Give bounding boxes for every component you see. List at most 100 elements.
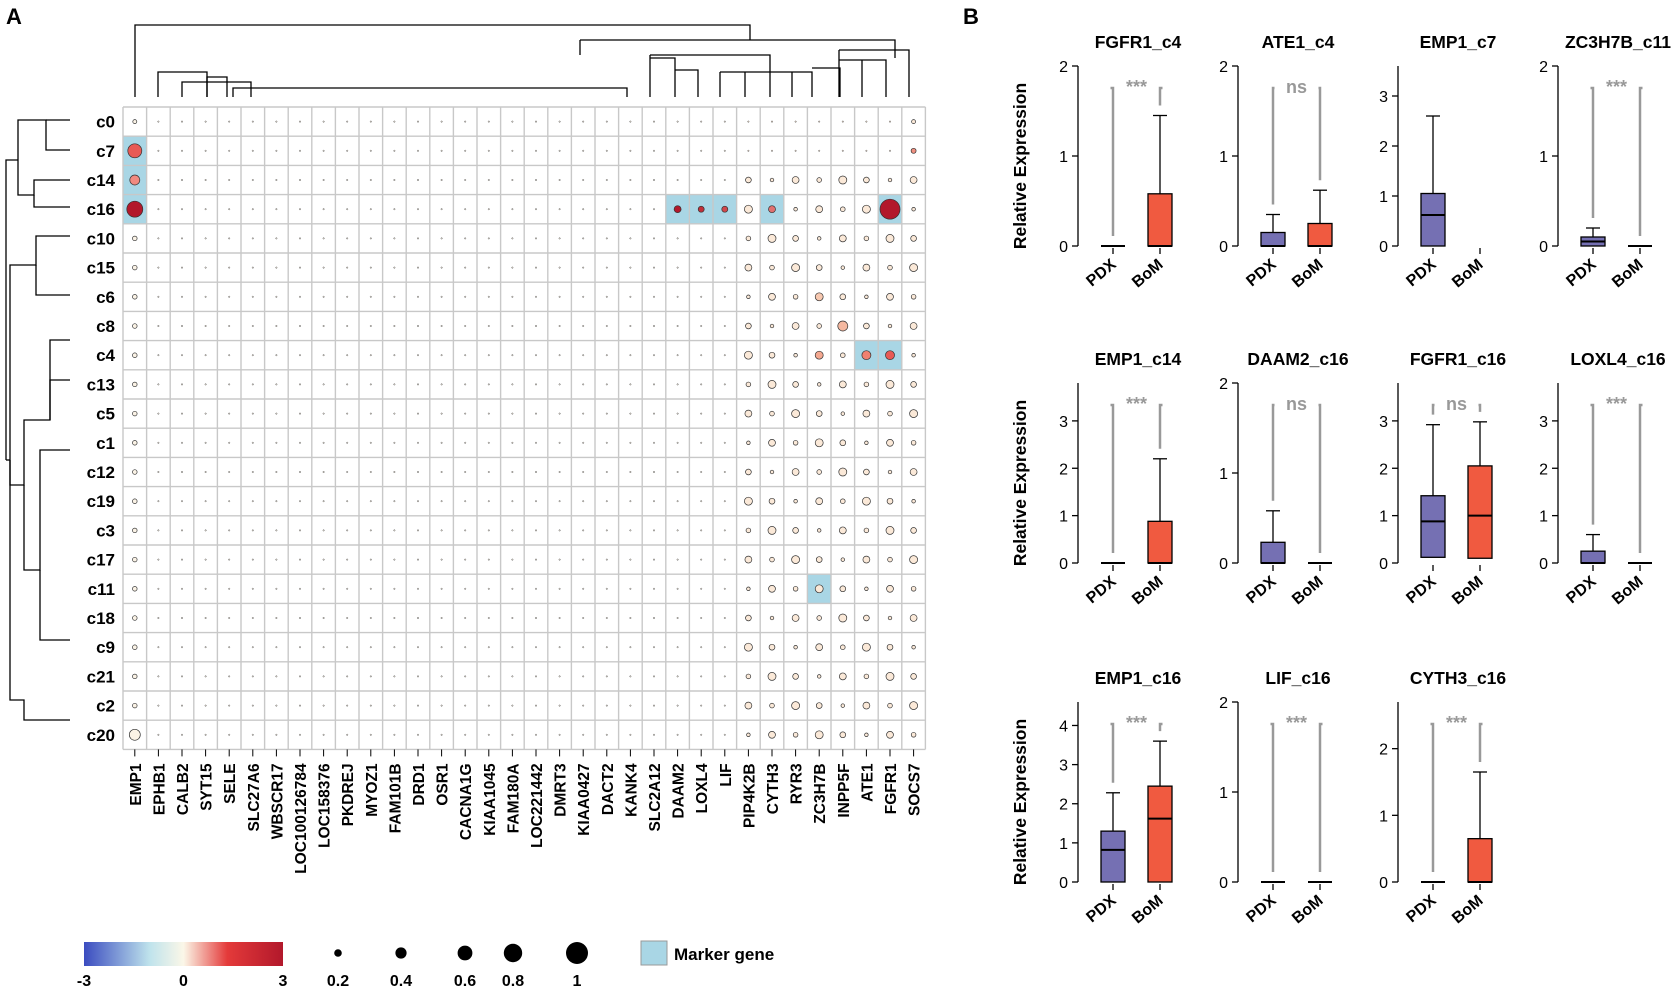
expression-dot — [768, 584, 776, 593]
expression-dot — [746, 294, 751, 299]
expression-dot — [885, 350, 895, 361]
expression-dot — [815, 205, 824, 214]
expression-dot — [204, 237, 207, 240]
y-tick-label: 2 — [1059, 59, 1068, 76]
expression-dot — [157, 704, 160, 707]
expression-dot — [181, 266, 183, 269]
expression-dot — [251, 646, 254, 649]
significance-label: *** — [1126, 713, 1147, 733]
expression-dot — [723, 529, 726, 532]
y-tick-label: 0 — [1219, 875, 1228, 892]
expression-dot — [605, 412, 608, 415]
expression-dot — [653, 120, 655, 123]
expression-dot — [299, 441, 301, 444]
expression-dot — [299, 529, 301, 532]
expression-dot — [157, 675, 160, 678]
expression-dot — [346, 237, 349, 240]
expression-dot — [299, 733, 301, 736]
expression-dot — [346, 266, 349, 269]
expression-dot — [440, 266, 443, 269]
expression-dot — [629, 325, 632, 327]
expression-dot — [393, 704, 396, 707]
gene-label: DAAM2 — [671, 763, 688, 818]
expression-dot — [744, 555, 753, 564]
expression-dot — [605, 675, 608, 678]
significance-label: ns — [1286, 77, 1307, 97]
expression-dot — [535, 441, 537, 444]
dot-heatmap: c0 c7 c14 c16 c10 c15 c6 c8 c4 c13 c5 c1 c12 c19 c3 c17… — [87, 106, 927, 874]
expression-dot — [346, 646, 349, 649]
colorbar-tick: 3 — [279, 973, 288, 990]
expression-dot — [132, 440, 138, 446]
expression-dot — [251, 471, 254, 473]
expression-dot — [369, 617, 372, 619]
expression-dot — [369, 733, 372, 736]
expression-dot — [440, 646, 443, 649]
expression-dot — [746, 586, 751, 591]
cluster-label: c13 — [87, 375, 115, 394]
expression-dot — [605, 266, 608, 269]
expression-dot — [393, 295, 396, 298]
expression-dot — [723, 500, 726, 503]
expression-dot — [816, 323, 822, 329]
cluster-label: c2 — [96, 697, 115, 716]
expression-dot — [582, 704, 585, 707]
expression-dot — [582, 558, 585, 561]
expression-dot — [909, 322, 918, 330]
gene-label: CACNA1G — [458, 763, 475, 840]
expression-dot — [700, 179, 703, 181]
plot-title: EMP1_c7 — [1420, 32, 1497, 52]
group-label: PDX — [1563, 573, 1599, 607]
expression-dot — [346, 179, 349, 181]
expression-dot — [769, 702, 775, 709]
group-label: BoM — [1289, 892, 1326, 927]
expression-dot — [204, 412, 207, 415]
expression-dot — [204, 441, 207, 444]
gene-label: LIF — [718, 763, 735, 786]
gene-label: SYT15 — [199, 763, 216, 811]
group-label: PDX — [1403, 256, 1439, 290]
cluster-label: c5 — [96, 405, 115, 424]
plot-title: EMP1_c14 — [1095, 349, 1182, 369]
group-label: BoM — [1289, 573, 1326, 608]
expression-dot — [181, 354, 183, 357]
expression-dot — [863, 235, 870, 242]
expression-dot — [837, 320, 849, 332]
expression-dot — [275, 675, 278, 678]
expression-dot — [629, 354, 632, 357]
group-label: BoM — [1449, 256, 1486, 291]
expression-dot — [487, 237, 490, 240]
expression-dot — [838, 467, 848, 477]
y-tick-label: 2 — [1379, 742, 1388, 759]
expression-dot — [723, 412, 726, 415]
expression-dot — [653, 587, 655, 590]
expression-dot — [322, 149, 325, 152]
expression-dot — [887, 323, 893, 329]
expression-dot — [275, 500, 278, 503]
expression-dot — [440, 237, 443, 240]
expression-dot — [676, 120, 679, 123]
expression-dot — [629, 179, 632, 181]
expression-dot — [440, 441, 443, 444]
expression-dot — [792, 732, 799, 738]
expression-dot — [157, 471, 160, 473]
expression-dot — [157, 617, 160, 619]
expression-dot — [887, 702, 893, 709]
expression-dot — [864, 294, 869, 299]
expression-dot — [745, 673, 752, 680]
size-legend-tick: 1 — [573, 973, 582, 990]
expression-dot — [558, 412, 561, 415]
expression-dot — [251, 325, 254, 327]
expression-dot — [862, 204, 871, 214]
expression-dot — [204, 733, 207, 736]
expression-dot — [251, 120, 254, 123]
row-dendrogram — [5, 119, 70, 721]
expression-dot — [653, 179, 655, 181]
expression-dot — [723, 733, 726, 736]
expression-dot — [126, 200, 144, 218]
expression-dot — [886, 584, 894, 593]
y-tick-label: 0 — [1539, 239, 1548, 256]
y-tick-label: 0 — [1059, 239, 1068, 256]
expression-dot — [132, 644, 138, 650]
expression-dot — [204, 675, 207, 678]
